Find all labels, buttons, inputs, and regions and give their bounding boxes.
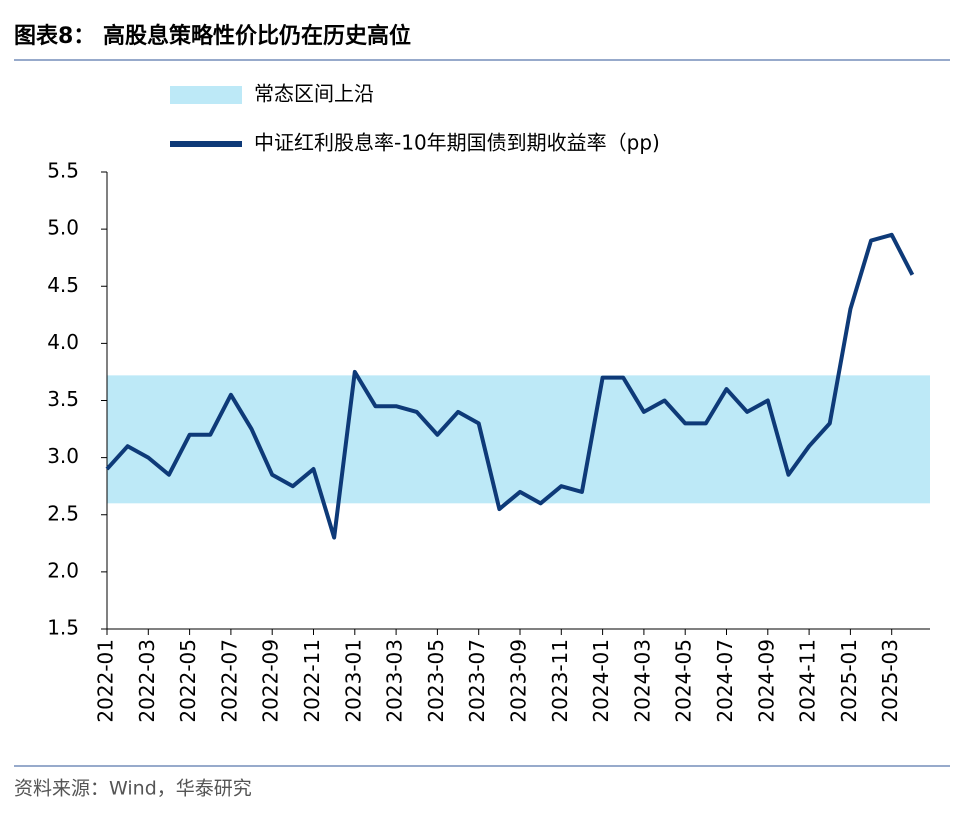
line-series bbox=[105, 232, 915, 540]
x-tick-label: 2025-01 bbox=[837, 639, 861, 723]
y-tick-label: 1.5 bbox=[47, 616, 79, 640]
x-tick-label: 2023-11 bbox=[548, 639, 572, 723]
x-tick-label: 2024-09 bbox=[754, 639, 778, 723]
x-tick-label: 2024-11 bbox=[796, 639, 820, 723]
x-tick-label: 2024-07 bbox=[713, 639, 737, 723]
y-tick-label: 4.5 bbox=[47, 273, 79, 297]
y-tick-label: 3.0 bbox=[47, 444, 79, 468]
source: 资料来源：Wind，华泰研究 bbox=[14, 778, 252, 800]
x-tick-label: 2022-01 bbox=[94, 639, 118, 723]
y-tick-label: 5.5 bbox=[47, 159, 79, 183]
x-tick-label: 2022-03 bbox=[135, 639, 159, 723]
x-tick-label: 2022-11 bbox=[300, 639, 324, 723]
x-tick-label: 2025-03 bbox=[878, 639, 902, 723]
x-tick-label: 2022-09 bbox=[259, 639, 283, 723]
x-tick-label: 2024-05 bbox=[672, 639, 696, 723]
y-tick-label: 2.5 bbox=[47, 501, 79, 525]
x-tick-label: 2023-07 bbox=[465, 639, 489, 723]
x-tick-label: 2023-05 bbox=[424, 639, 448, 723]
x-tick-label: 2024-01 bbox=[589, 639, 613, 723]
y-tick-label: 2.0 bbox=[47, 558, 79, 582]
legend-swatch-band bbox=[170, 86, 242, 104]
y-tick-label: 4.0 bbox=[47, 330, 79, 354]
x-tick-label: 2023-03 bbox=[383, 639, 407, 723]
x-tick-label: 2022-07 bbox=[217, 639, 241, 723]
x-tick-label: 2022-05 bbox=[176, 639, 200, 723]
x-tick-label: 2023-09 bbox=[507, 639, 531, 723]
legend-label: 中证红利股息率-10年期国债到期收益率（pp) bbox=[254, 131, 660, 155]
chart-title: 图表8： 高股息策略性价比仍在历史高位 bbox=[14, 23, 411, 49]
legend-label: 常态区间上沿 bbox=[254, 82, 374, 106]
y-tick-label: 5.0 bbox=[47, 216, 79, 240]
band bbox=[107, 375, 930, 504]
x-tick-label: 2024-03 bbox=[630, 639, 654, 723]
y-tick-label: 3.5 bbox=[47, 387, 79, 411]
x-tick-label: 2023-01 bbox=[341, 639, 365, 723]
